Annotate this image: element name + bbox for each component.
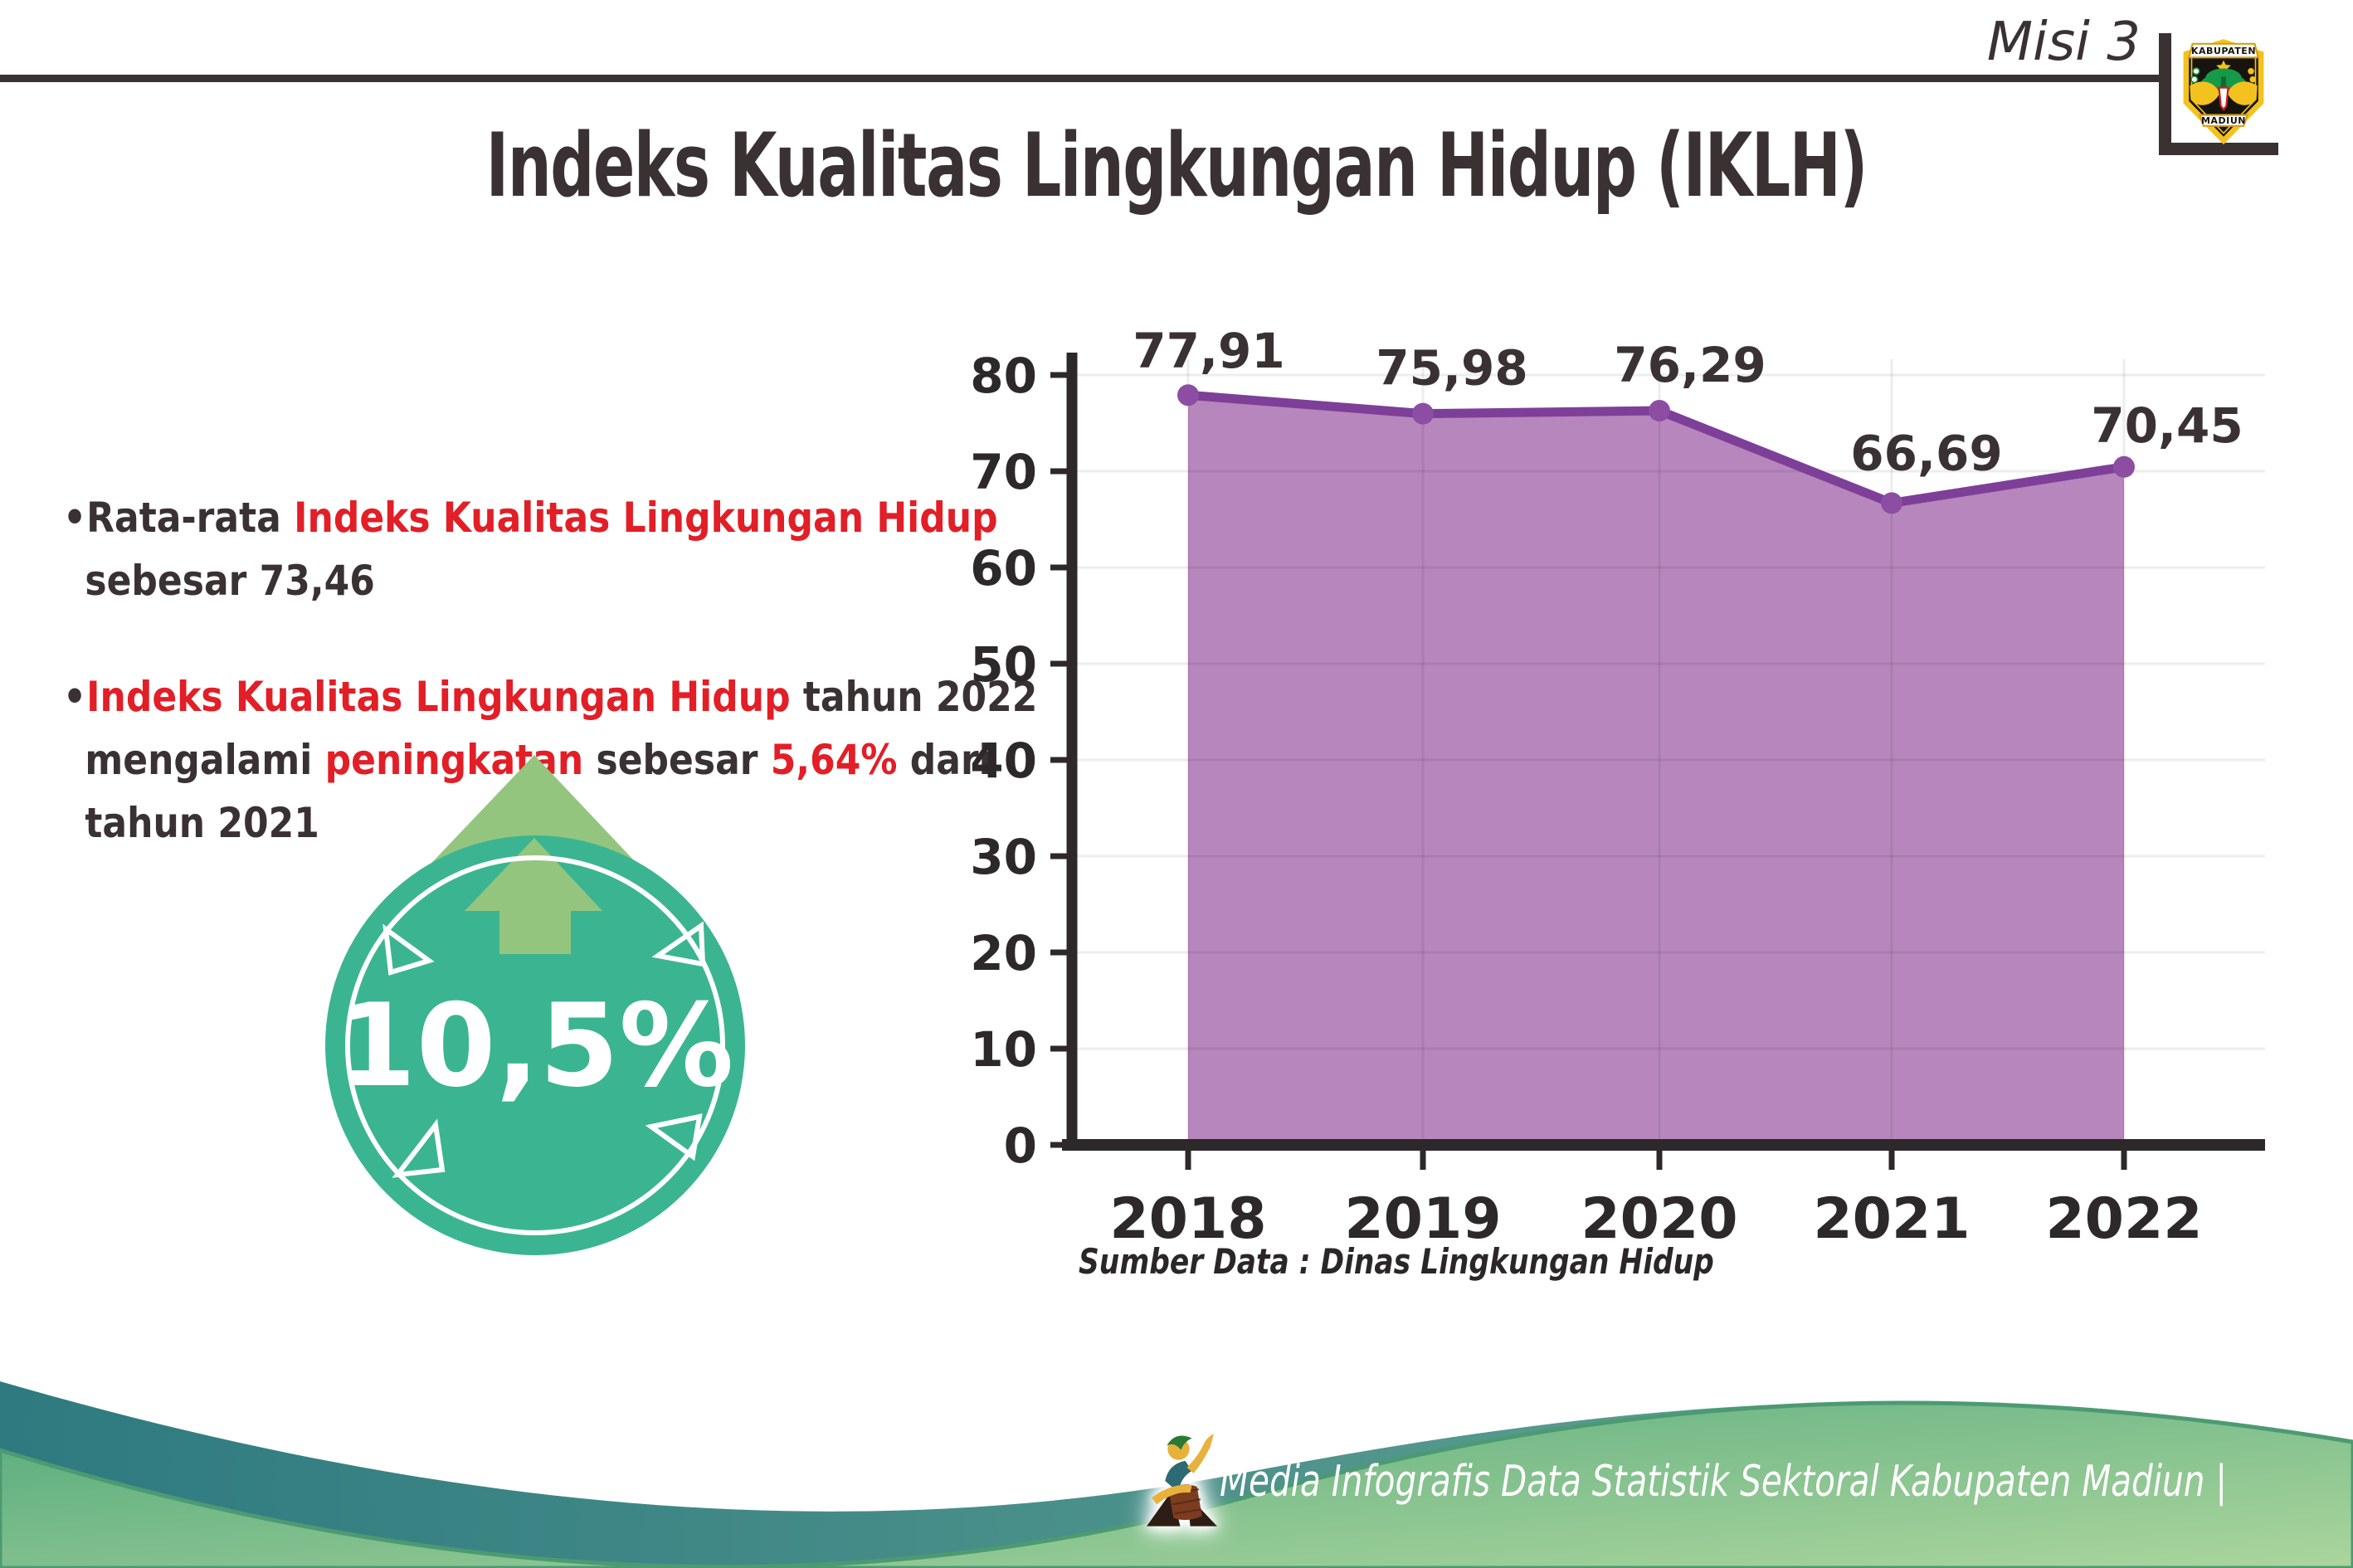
- sparkle-triangle-icon: [645, 1113, 703, 1161]
- data-label: 66,69: [1850, 425, 2002, 481]
- logo-top-text: KABUPATEN: [2191, 46, 2256, 56]
- x-axis-label: 2018: [1109, 1186, 1266, 1252]
- y-tick-label: 0: [1004, 1118, 1037, 1174]
- footer-wave-green: [0, 1400, 2353, 1568]
- text-segment: Indeks Kualitas Lingkungan Hidup: [294, 494, 998, 542]
- text-segment: •: [63, 673, 87, 721]
- area-fill: [1188, 395, 2124, 1145]
- misi-label: Misi 3: [1986, 12, 2141, 73]
- x-axis-label: 2022: [2045, 1186, 2202, 1252]
- logo-top-banner: [2187, 42, 2260, 59]
- data-label: 76,29: [1614, 337, 1766, 393]
- data-point: [1177, 384, 1199, 407]
- sparkle-triangle-icon: [392, 1118, 446, 1178]
- header-divider-line: [0, 75, 2162, 82]
- y-tick-label: 80: [970, 348, 1037, 404]
- y-tick-label: 10: [970, 1021, 1037, 1078]
- logo-center-shield: [2218, 86, 2229, 111]
- text-segment: dari: [897, 736, 991, 784]
- sparkle-triangle-icon: [651, 921, 706, 967]
- text-segment: tahun 2022: [790, 673, 1038, 721]
- up-arrow-stem: [465, 838, 602, 954]
- text-segment: mengalami: [85, 736, 325, 784]
- data-label: 70,45: [2091, 397, 2243, 454]
- key-findings: •Rata-rata Indeks Kualitas Lingkungan Hi…: [63, 486, 1037, 908]
- data-point: [1881, 492, 1902, 514]
- data-point: [2113, 455, 2135, 478]
- data-label: 77,91: [1133, 323, 1284, 379]
- sparkle-triangle-icon: [382, 923, 435, 976]
- corner-bracket-horizontal: [2159, 143, 2278, 155]
- footer-caption: Media Infografis Data Statistik Sektoral…: [1220, 1457, 2228, 1507]
- data-point: [1649, 400, 1670, 422]
- data-point: [1412, 402, 1434, 425]
- badge-circle: [325, 835, 745, 1255]
- data-source-caption: Sumber Data : Dinas Lingkungan Hidup: [1079, 1241, 1714, 1282]
- bullet-average-iklh: •Rata-rata Indeks Kualitas Lingkungan Hi…: [63, 486, 998, 612]
- badge-inner-ring: [345, 855, 725, 1235]
- y-tick-label: 50: [970, 636, 1037, 693]
- y-tick-label: 40: [970, 733, 1037, 789]
- kabupaten-madiun-logo-icon: KABUPATEN MADIUN: [2183, 39, 2264, 145]
- page-title-wrap: Indeks Kualitas Lingkungan Hidup (IKLH): [0, 114, 2353, 217]
- page-title: Indeks Kualitas Lingkungan Hidup (IKLH): [485, 114, 1868, 217]
- badge-percentage: 10,5%: [337, 979, 734, 1113]
- logo-bottom-banner: [2198, 114, 2249, 127]
- text-segment: Indeks Kualitas Lingkungan Hidup: [86, 673, 791, 721]
- x-axis-label: 2021: [1813, 1186, 1970, 1252]
- text-segment: sebesar: [583, 736, 771, 784]
- y-tick-label: 30: [970, 829, 1037, 885]
- iklh-area-chart: 0 10 20 30 40 50 60 70 80 2018 2019 2020 2021 2022 77,…: [970, 323, 2265, 1252]
- x-axis-label: 2020: [1581, 1186, 1737, 1252]
- logo-bottom-text: MADIUN: [2201, 115, 2246, 126]
- x-axis-label: 2019: [1344, 1186, 1501, 1252]
- y-tick-label: 20: [970, 925, 1037, 981]
- text-segment: •Rata-rata: [63, 494, 295, 542]
- y-tick-label: 60: [970, 540, 1037, 597]
- footer-wave: [0, 1381, 2353, 1568]
- text-segment: tahun 2021: [85, 799, 319, 847]
- data-label: 75,98: [1376, 340, 1527, 397]
- bullet-increase-2022: •Indeks Kualitas Lingkungan Hidup tahun …: [63, 665, 1037, 855]
- y-tick-label: 70: [970, 444, 1037, 500]
- corner-bracket-vertical: [2159, 33, 2171, 155]
- text-segment: sebesar 73,46: [85, 557, 375, 605]
- text-segment: 5,64%: [770, 736, 898, 784]
- dancer-mascot-icon: [1147, 1434, 1217, 1527]
- increase-badge: 10,5%: [325, 755, 745, 1255]
